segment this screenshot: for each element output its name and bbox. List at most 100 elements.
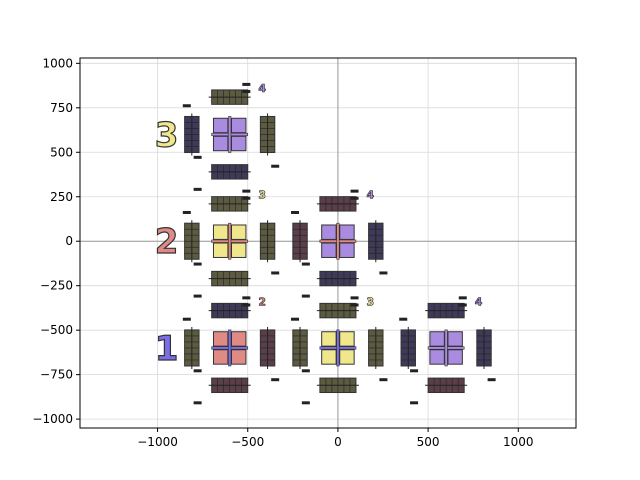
y-tick-label: −500 (40, 323, 73, 337)
dash-marker (379, 378, 388, 382)
dash-marker (193, 294, 202, 298)
center-square (212, 117, 229, 134)
module: 4 (291, 188, 388, 298)
cross-vertical (228, 116, 232, 153)
dash-marker (301, 401, 310, 405)
dash-marker (193, 155, 202, 159)
module-label: 3 (367, 295, 375, 308)
dash-marker (242, 296, 251, 300)
center-square (429, 331, 445, 347)
cross-vertical (336, 222, 340, 260)
x-tick-label: −500 (231, 435, 264, 449)
center-square (212, 242, 229, 258)
dash-marker (193, 262, 202, 266)
y-tick-label: 0 (65, 234, 73, 248)
y-tick-label: 500 (50, 145, 73, 159)
grid-lines (80, 58, 576, 428)
cross-vertical (228, 329, 232, 367)
module: 2 (182, 295, 280, 405)
center-square (321, 242, 337, 258)
module-label: 4 (367, 189, 375, 202)
y-tick-label: 750 (50, 101, 73, 115)
dash-marker (291, 210, 300, 214)
dash-marker (301, 369, 310, 373)
dash-marker (350, 196, 359, 200)
glyph-number: 1 (155, 329, 179, 369)
dash-marker (301, 262, 310, 266)
center-square (231, 242, 247, 258)
dash-marker (242, 196, 251, 200)
center-square (321, 331, 337, 347)
center-square (212, 224, 229, 240)
dash-marker (182, 317, 191, 321)
dash-marker (242, 189, 251, 193)
plot-frame (79, 57, 577, 429)
dash-marker (193, 369, 202, 373)
dash-marker (410, 401, 419, 405)
center-square (212, 331, 229, 347)
dash-marker (350, 189, 359, 193)
dash-marker (182, 210, 191, 214)
axis-ticks: −1000 −500 0 500 1000 −1000 −750 −500 −250 0 250 50… (32, 56, 533, 449)
dash-marker (350, 303, 359, 307)
center-square (231, 331, 247, 347)
cross-vertical (228, 222, 232, 260)
dash-marker (379, 271, 388, 275)
y-tick-label: −250 (40, 279, 73, 293)
module: 4 (182, 81, 280, 191)
dash-marker (242, 82, 251, 86)
dash-marker (410, 369, 419, 373)
dash-marker (242, 90, 251, 94)
dash-marker (193, 401, 202, 405)
dash-marker (271, 378, 280, 382)
y-tick-label: −750 (40, 368, 73, 382)
dash-marker (350, 296, 359, 300)
module: 3 (291, 295, 388, 405)
module: 4 (399, 295, 496, 405)
dash-marker (193, 187, 202, 191)
center-square (447, 349, 463, 365)
module: 3 (182, 188, 280, 298)
chart-marks: 4 3 4 2 3 4 3 2 1 (154, 81, 496, 405)
module-label: 4 (258, 82, 266, 95)
y-tick-label: 250 (50, 190, 73, 204)
center-square (231, 117, 247, 134)
glyph-number: 3 (155, 115, 179, 155)
module-label: 3 (258, 189, 266, 202)
center-square (231, 224, 247, 240)
glyph-number: 2 (155, 222, 179, 262)
dash-marker (458, 303, 467, 307)
y-tick-label: 1000 (42, 56, 73, 70)
center-square (339, 349, 355, 365)
center-square (429, 349, 445, 365)
dash-marker (182, 104, 191, 108)
dash-marker (242, 303, 251, 307)
x-tick-label: 500 (417, 435, 440, 449)
center-square (321, 349, 337, 365)
module-label: 2 (258, 295, 266, 308)
x-tick-label: −1000 (137, 435, 178, 449)
center-square (339, 224, 355, 240)
dash-marker (458, 296, 467, 300)
center-square (321, 224, 337, 240)
y-tick-label: −1000 (32, 412, 73, 426)
center-square (231, 135, 247, 152)
center-square (231, 349, 247, 365)
dash-marker (291, 317, 300, 321)
center-square (212, 135, 229, 152)
center-square (339, 242, 355, 258)
center-square (447, 331, 463, 347)
module-label: 4 (475, 295, 483, 308)
dash-marker (301, 294, 310, 298)
cross-vertical (444, 329, 448, 367)
x-tick-label: 0 (334, 435, 342, 449)
cross-vertical (336, 329, 340, 367)
x-tick-label: 1000 (503, 435, 534, 449)
center-square (212, 349, 229, 365)
dash-marker (487, 378, 496, 382)
dash-marker (271, 164, 280, 168)
center-square (339, 331, 355, 347)
dash-marker (399, 317, 408, 321)
dash-marker (271, 271, 280, 275)
